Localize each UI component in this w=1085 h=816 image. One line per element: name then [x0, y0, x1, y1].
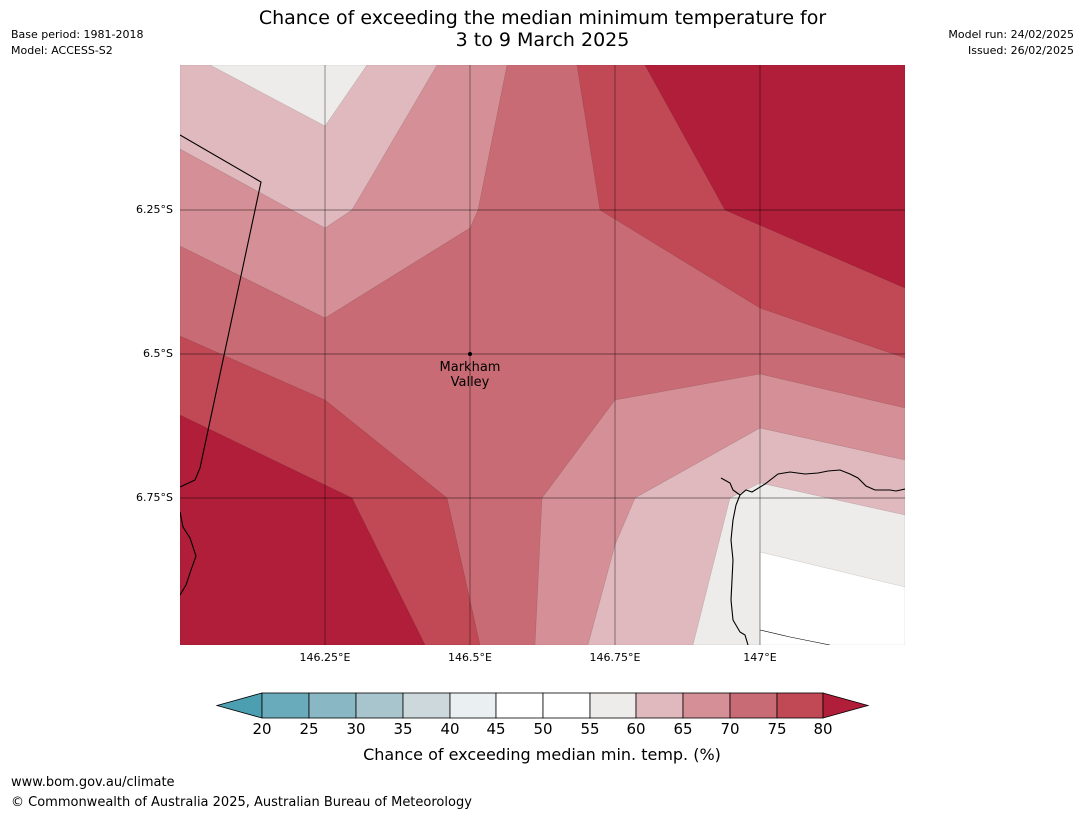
place-label: Markham Valley [420, 360, 520, 390]
lat-label-1: 6.25°S [136, 203, 173, 216]
colorbar-tick-40: 40 [440, 720, 460, 738]
lon-label-3: 146.75°E [589, 651, 641, 664]
place-label-line-1: Markham [439, 360, 501, 375]
colorbar-tick-75: 75 [767, 720, 787, 738]
province-boundary [180, 134, 262, 488]
colorbar-tick-20: 20 [252, 720, 272, 738]
band-60-65 [180, 65, 438, 229]
band-50-55 [759, 551, 905, 645]
model-info: Base period: 1981-2018 Model: ACCESS-S2 [11, 27, 143, 59]
place-label-line-2: Valley [450, 375, 490, 390]
colorbar-label: Chance of exceeding median min. temp. (%… [363, 745, 721, 764]
colorbar-tick-70: 70 [720, 720, 740, 738]
colorbar-tick-55: 55 [580, 720, 600, 738]
lat-label-3: 6.75°S [136, 491, 173, 504]
lat-label-2: 6.5°S [143, 347, 173, 360]
issued-date: Issued: 26/02/2025 [967, 44, 1074, 57]
coastline-peninsula [730, 494, 749, 645]
lon-label-2: 146.5°E [448, 651, 492, 664]
title-line-2: 3 to 9 March 2025 [455, 29, 630, 51]
band-55-60 [209, 65, 368, 127]
colorbar-tick-50: 50 [533, 720, 553, 738]
coastline-west [180, 511, 197, 596]
colorbar-tick-45: 45 [486, 720, 506, 738]
title-line-1: Chance of exceeding the median minimum t… [258, 7, 827, 29]
coastline-east [720, 469, 905, 496]
lon-label-4: 147°E [743, 651, 777, 664]
map-title: Chance of exceeding the median minimum t… [0, 7, 1085, 51]
model-run: Model run: 24/02/2025 [948, 28, 1074, 41]
colorbar-tick-35: 35 [393, 720, 413, 738]
colorbar-tick-60: 60 [626, 720, 646, 738]
base-period: Base period: 1981-2018 [11, 28, 144, 41]
coastline-south [759, 629, 831, 645]
colorbar-tick-80: 80 [813, 720, 833, 738]
markham-valley-marker [468, 352, 472, 356]
lon-label-1: 146.25°E [299, 651, 351, 664]
run-info: Model run: 24/02/2025 Issued: 26/02/2025 [948, 27, 1074, 59]
footer-url[interactable]: www.bom.gov.au/climate [11, 775, 175, 790]
footer-copyright: © Commonwealth of Australia 2025, Austra… [11, 795, 472, 810]
colorbar-tick-65: 65 [673, 720, 693, 738]
colorbar-tick-30: 30 [346, 720, 366, 738]
colorbar-tick-25: 25 [299, 720, 319, 738]
model-name: Model: ACCESS-S2 [11, 44, 113, 57]
